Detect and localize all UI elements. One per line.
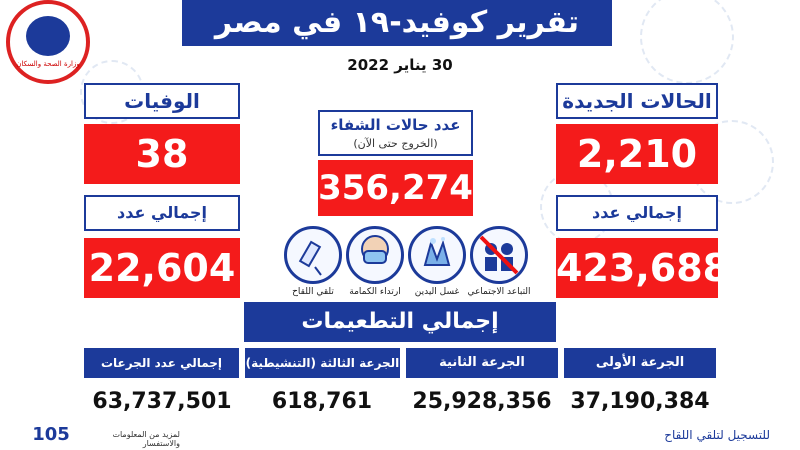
recovered-sublabel: (الخروج حتى الآن) — [353, 137, 438, 150]
new-deaths-value: 38 — [84, 124, 240, 184]
social-distancing-label: التباعد الاجتماعي — [467, 287, 531, 297]
second-dose-label: الجرعة الثانية — [406, 348, 558, 378]
total-cases-label: إجمالي عدد المصابين — [556, 195, 718, 254]
total-cases-value: 423,688 — [556, 238, 729, 298]
total-deaths-label: إجمالي عدد الوفيات — [84, 195, 240, 254]
hand-washing-label: غسل اليدين — [414, 287, 460, 297]
new-deaths-label: الوفيات الجديدة — [84, 83, 240, 145]
hotline-number: 105 — [32, 424, 70, 445]
face-mask-label: ارتداء الكمامة — [349, 287, 401, 297]
second-dose-value: 25,928,356 — [412, 389, 552, 414]
ministry-logo: وزارة الصحة والسكان — [6, 0, 90, 84]
total-doses-label: إجمالي عدد الجرعات — [84, 348, 239, 378]
vaccinations-title: إجمالي التطعيمات — [244, 302, 556, 342]
register-text: للتسجيل لتلقي اللقاح — [664, 428, 770, 442]
social-distancing-icon — [470, 226, 528, 284]
recovered-value: 356,274 — [318, 160, 473, 216]
new-cases-value: 2,210 — [556, 124, 718, 184]
virus-decoration-icon — [640, 0, 734, 84]
total-doses-value: 63,737,501 — [92, 389, 232, 414]
total-deaths-value: 22,604 — [84, 238, 240, 298]
booster-dose-label: الجرعة الثالثة (التنشيطية) — [245, 348, 400, 378]
face-mask-icon — [346, 226, 404, 284]
vaccine-label: تلقي اللقاح — [292, 287, 334, 297]
hand-washing-icon — [408, 226, 466, 284]
recovered-label: عدد حالات الشفاء — [330, 116, 461, 134]
family-icon — [26, 16, 70, 56]
page-title: تقرير كوفيد-١٩ في مصر — [182, 0, 612, 46]
new-cases-label: الحالات الجديدة — [556, 83, 718, 119]
booster-dose-value: 618,761 — [271, 389, 373, 414]
first-dose-value: 37,190,384 — [570, 389, 710, 414]
vaccine-syringe-icon — [284, 226, 342, 284]
logo-text: وزارة الصحة والسكان — [16, 60, 80, 68]
report-date: 30 يناير 2022 — [347, 56, 453, 74]
info-text: لمزيد من المعلومات والاستفسار — [112, 430, 180, 448]
first-dose-label: الجرعة الأولى — [564, 348, 716, 378]
recovered-label-box: عدد حالات الشفاء (الخروج حتى الآن) — [318, 110, 473, 156]
